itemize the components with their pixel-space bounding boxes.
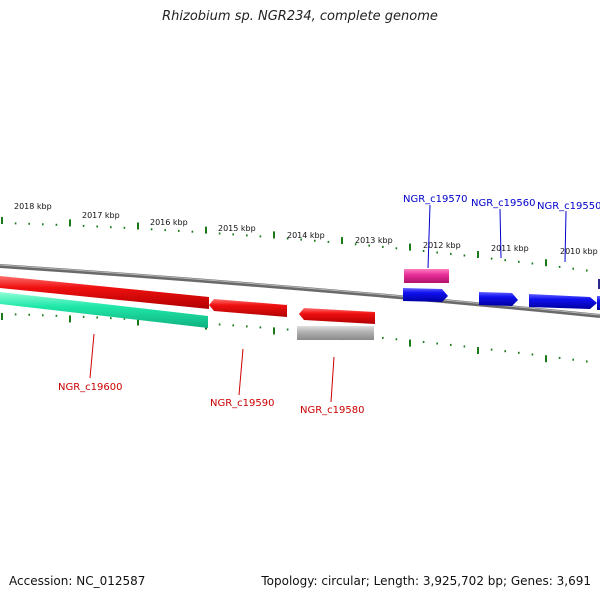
gene-label-ngr-c19590[interactable]: NGR_c19590: [210, 398, 275, 409]
gene-ngr-c19600[interactable]: [0, 276, 209, 309]
scale-label: 2017 kbp: [82, 211, 120, 220]
gene-label-ngr-c19550[interactable]: NGR_c19550: [537, 201, 600, 212]
scale-ticks-inner: [1, 313, 588, 363]
scale-label: 2015 kbp: [218, 224, 256, 233]
feature-gray[interactable]: [297, 326, 374, 340]
leader-line: [427, 204, 431, 269]
scale-label: 2012 kbp: [423, 241, 461, 250]
feature-green[interactable]: [0, 292, 208, 328]
gene-ngr-c19560[interactable]: [479, 292, 518, 306]
genome-summary-text: Topology: circular; Length: 3,925,702 bp…: [261, 574, 591, 588]
accession-text: Accession: NC_012587: [9, 574, 146, 588]
gene-ngr-c19570[interactable]: [403, 288, 448, 302]
gene-partial-right[interactable]: [597, 296, 600, 310]
gene-label-ngr-c19560[interactable]: NGR_c19560: [471, 198, 536, 209]
feature-partial-right-top[interactable]: [598, 279, 600, 289]
gene-ngr-c19580[interactable]: [299, 308, 375, 324]
gene-ngr-c19550[interactable]: [529, 294, 597, 309]
scale-label: 2018 kbp: [14, 202, 52, 211]
gene-label-ngr-c19580[interactable]: NGR_c19580: [300, 405, 365, 416]
feature-pink[interactable]: [404, 269, 449, 283]
scale-label: 2010 kbp: [560, 247, 598, 256]
leader-line: [564, 210, 567, 263]
genome-backbone-highlight: [0, 264, 600, 316]
leader-line: [238, 348, 244, 396]
leader-line: [330, 356, 335, 403]
scale-label: 2014 kbp: [287, 231, 325, 240]
genome-title: Rhizobium sp. NGR234, complete genome: [162, 9, 438, 24]
leader-line: [499, 208, 502, 259]
scale-ticks-outer: [1, 217, 588, 272]
gene-ngr-c19590[interactable]: [209, 299, 287, 317]
scale-label: 2016 kbp: [150, 218, 188, 227]
gene-label-ngr-c19570[interactable]: NGR_c19570: [403, 194, 468, 205]
gene-label-ngr-c19600[interactable]: NGR_c19600: [58, 382, 123, 393]
genome-backbone: [0, 264, 600, 318]
leader-line: [89, 333, 95, 379]
scale-label: 2013 kbp: [355, 236, 393, 245]
scale-label: 2011 kbp: [491, 244, 529, 253]
